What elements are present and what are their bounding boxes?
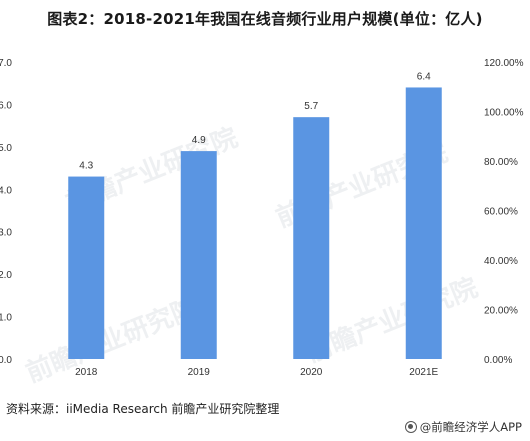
bar bbox=[180, 151, 217, 359]
data-label: 5.7 bbox=[304, 101, 318, 112]
x-tick-label: 2019 bbox=[188, 367, 211, 378]
brand-logo-icon bbox=[404, 421, 417, 433]
y2-tick-label: 100.00% bbox=[484, 108, 524, 119]
data-label: 6.4 bbox=[417, 71, 431, 82]
y-tick-label: 1.0 bbox=[0, 313, 12, 324]
chart-title: 图表2：2018-2021年我国在线音频行业用户规模(单位：亿人) bbox=[47, 10, 483, 28]
y2-tick-label: 120.00% bbox=[484, 58, 524, 69]
y2-tick-label: 60.00% bbox=[484, 207, 518, 218]
y-tick-label: 0.0 bbox=[0, 355, 12, 366]
y2-tick-label: 0.00% bbox=[484, 355, 512, 366]
brand-text: @前瞻经济学人APP bbox=[419, 420, 522, 434]
x-tick-label: 2018 bbox=[75, 367, 98, 378]
bar-chart: 0.0 1.0 2.0 3.0 4.0 5.0 6.0 7.0 0.00% 20.00% 40.00… bbox=[0, 58, 524, 378]
y-tick-label: 4.0 bbox=[0, 185, 12, 196]
source-note: 资料来源：iiMedia Research 前瞻产业研究院整理 bbox=[6, 402, 280, 416]
y2-tick-label: 80.00% bbox=[484, 157, 518, 168]
y2-tick-label: 40.00% bbox=[484, 256, 518, 267]
brand-credit: @前瞻经济学人APP bbox=[404, 419, 522, 435]
y2-tick-label: 20.00% bbox=[484, 306, 518, 317]
x-tick-label: 2020 bbox=[300, 367, 323, 378]
data-label: 4.3 bbox=[79, 161, 93, 172]
bar bbox=[68, 176, 105, 359]
y-tick-label: 7.0 bbox=[0, 58, 12, 69]
bar bbox=[405, 87, 442, 359]
y-tick-label: 6.0 bbox=[0, 100, 12, 111]
data-label: 4.9 bbox=[192, 135, 206, 146]
y-tick-label: 2.0 bbox=[0, 270, 12, 281]
y-tick-label: 5.0 bbox=[0, 143, 12, 154]
bar bbox=[293, 117, 330, 360]
y-tick-label: 3.0 bbox=[0, 228, 12, 239]
x-tick-label: 2021E bbox=[409, 367, 438, 378]
